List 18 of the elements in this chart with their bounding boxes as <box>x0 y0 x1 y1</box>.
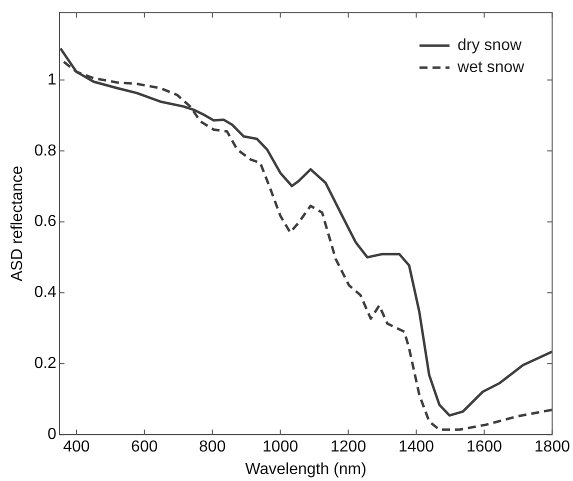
x-tick-label: 400 <box>63 438 90 456</box>
x-tick-label: 1400 <box>398 438 434 456</box>
legend-label: dry snow <box>458 37 522 54</box>
y-tick-label: 0.2 <box>34 355 57 372</box>
y-tick-label: 0.4 <box>34 284 57 302</box>
x-tick-label: 1000 <box>262 438 298 456</box>
y-tick-label: 1 <box>48 71 57 88</box>
x-tick-label: 600 <box>131 438 158 456</box>
y-axis-title: ASD reflectance <box>9 166 26 282</box>
y-tick-label: 0 <box>48 426 57 444</box>
x-tick-label: 1600 <box>466 438 502 456</box>
legend-label: wet snow <box>456 59 525 76</box>
y-tick-label: 0.8 <box>34 142 57 160</box>
x-tick-label: 1800 <box>534 438 570 456</box>
x-axis-title: Wavelength (nm) <box>245 460 366 478</box>
y-tick-label: 0.6 <box>34 213 57 230</box>
x-tick-label: 1200 <box>330 438 366 456</box>
x-tick-label: 800 <box>199 438 226 456</box>
